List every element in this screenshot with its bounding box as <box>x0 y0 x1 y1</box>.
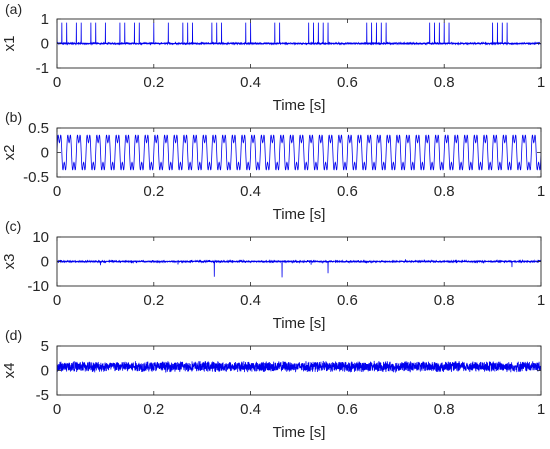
y-tick-label: -10 <box>27 278 49 295</box>
y-tick-label: 10 <box>32 229 49 246</box>
x-tick-label: 0.2 <box>143 292 164 309</box>
x-tick-label: 0 <box>53 74 61 91</box>
x-tick-label: 0.6 <box>337 183 358 200</box>
y-tick-label: 0 <box>41 254 49 271</box>
panel-label: (d) <box>5 327 22 343</box>
x-axis-label: Time [s] <box>273 97 326 114</box>
x-tick-label: 0.6 <box>337 401 358 418</box>
x-tick-label: 0 <box>53 183 61 200</box>
x-tick-label: 0.4 <box>240 183 261 200</box>
x-tick-label: 1 <box>537 401 545 418</box>
y-tick-label: -1 <box>36 60 49 77</box>
x-tick-label: 0.2 <box>143 401 164 418</box>
x-tick-label: 0.6 <box>337 292 358 309</box>
x-axis-label: Time [s] <box>273 315 326 332</box>
y-axis-label: x2 <box>1 145 18 161</box>
y-tick-label: 0 <box>41 145 49 162</box>
x-tick-label: 0.2 <box>143 74 164 91</box>
y-axis-label: x3 <box>1 254 18 270</box>
x-tick-label: 0.4 <box>240 292 261 309</box>
panel-label: (b) <box>5 109 22 125</box>
x-tick-label: 1 <box>537 292 545 309</box>
y-tick-label: -5 <box>36 387 49 404</box>
x-tick-label: 1 <box>537 74 545 91</box>
y-axis-label: x1 <box>1 36 18 52</box>
signal-line-x2 <box>57 134 541 171</box>
x-tick-label: 0.8 <box>434 74 455 91</box>
panel-label: (a) <box>5 1 22 17</box>
x-tick-label: 0.8 <box>434 292 455 309</box>
x-tick-label: 0.4 <box>240 401 261 418</box>
x-tick-label: 1 <box>537 183 545 200</box>
y-tick-label: -0.5 <box>23 169 49 186</box>
x-tick-label: 0.8 <box>434 183 455 200</box>
x-tick-label: 0.6 <box>337 74 358 91</box>
x-tick-label: 0.4 <box>240 74 261 91</box>
y-tick-label: 1 <box>41 11 49 28</box>
x-tick-label: 0 <box>53 401 61 418</box>
y-tick-label: 0 <box>41 36 49 53</box>
panel-label: (c) <box>5 218 21 234</box>
x-axis-label: Time [s] <box>273 424 326 441</box>
x-tick-label: 0 <box>53 292 61 309</box>
signal-line-x1 <box>57 22 541 46</box>
x-axis-label: Time [s] <box>273 206 326 223</box>
y-tick-label: 0.5 <box>28 120 49 137</box>
signal-line-x4 <box>57 360 541 374</box>
signal-line-x3 <box>57 259 541 278</box>
x-tick-label: 0.8 <box>434 401 455 418</box>
x-tick-label: 0.2 <box>143 183 164 200</box>
y-tick-label: 5 <box>41 338 49 355</box>
y-axis-label: x4 <box>1 363 18 379</box>
y-tick-label: 0 <box>41 363 49 380</box>
